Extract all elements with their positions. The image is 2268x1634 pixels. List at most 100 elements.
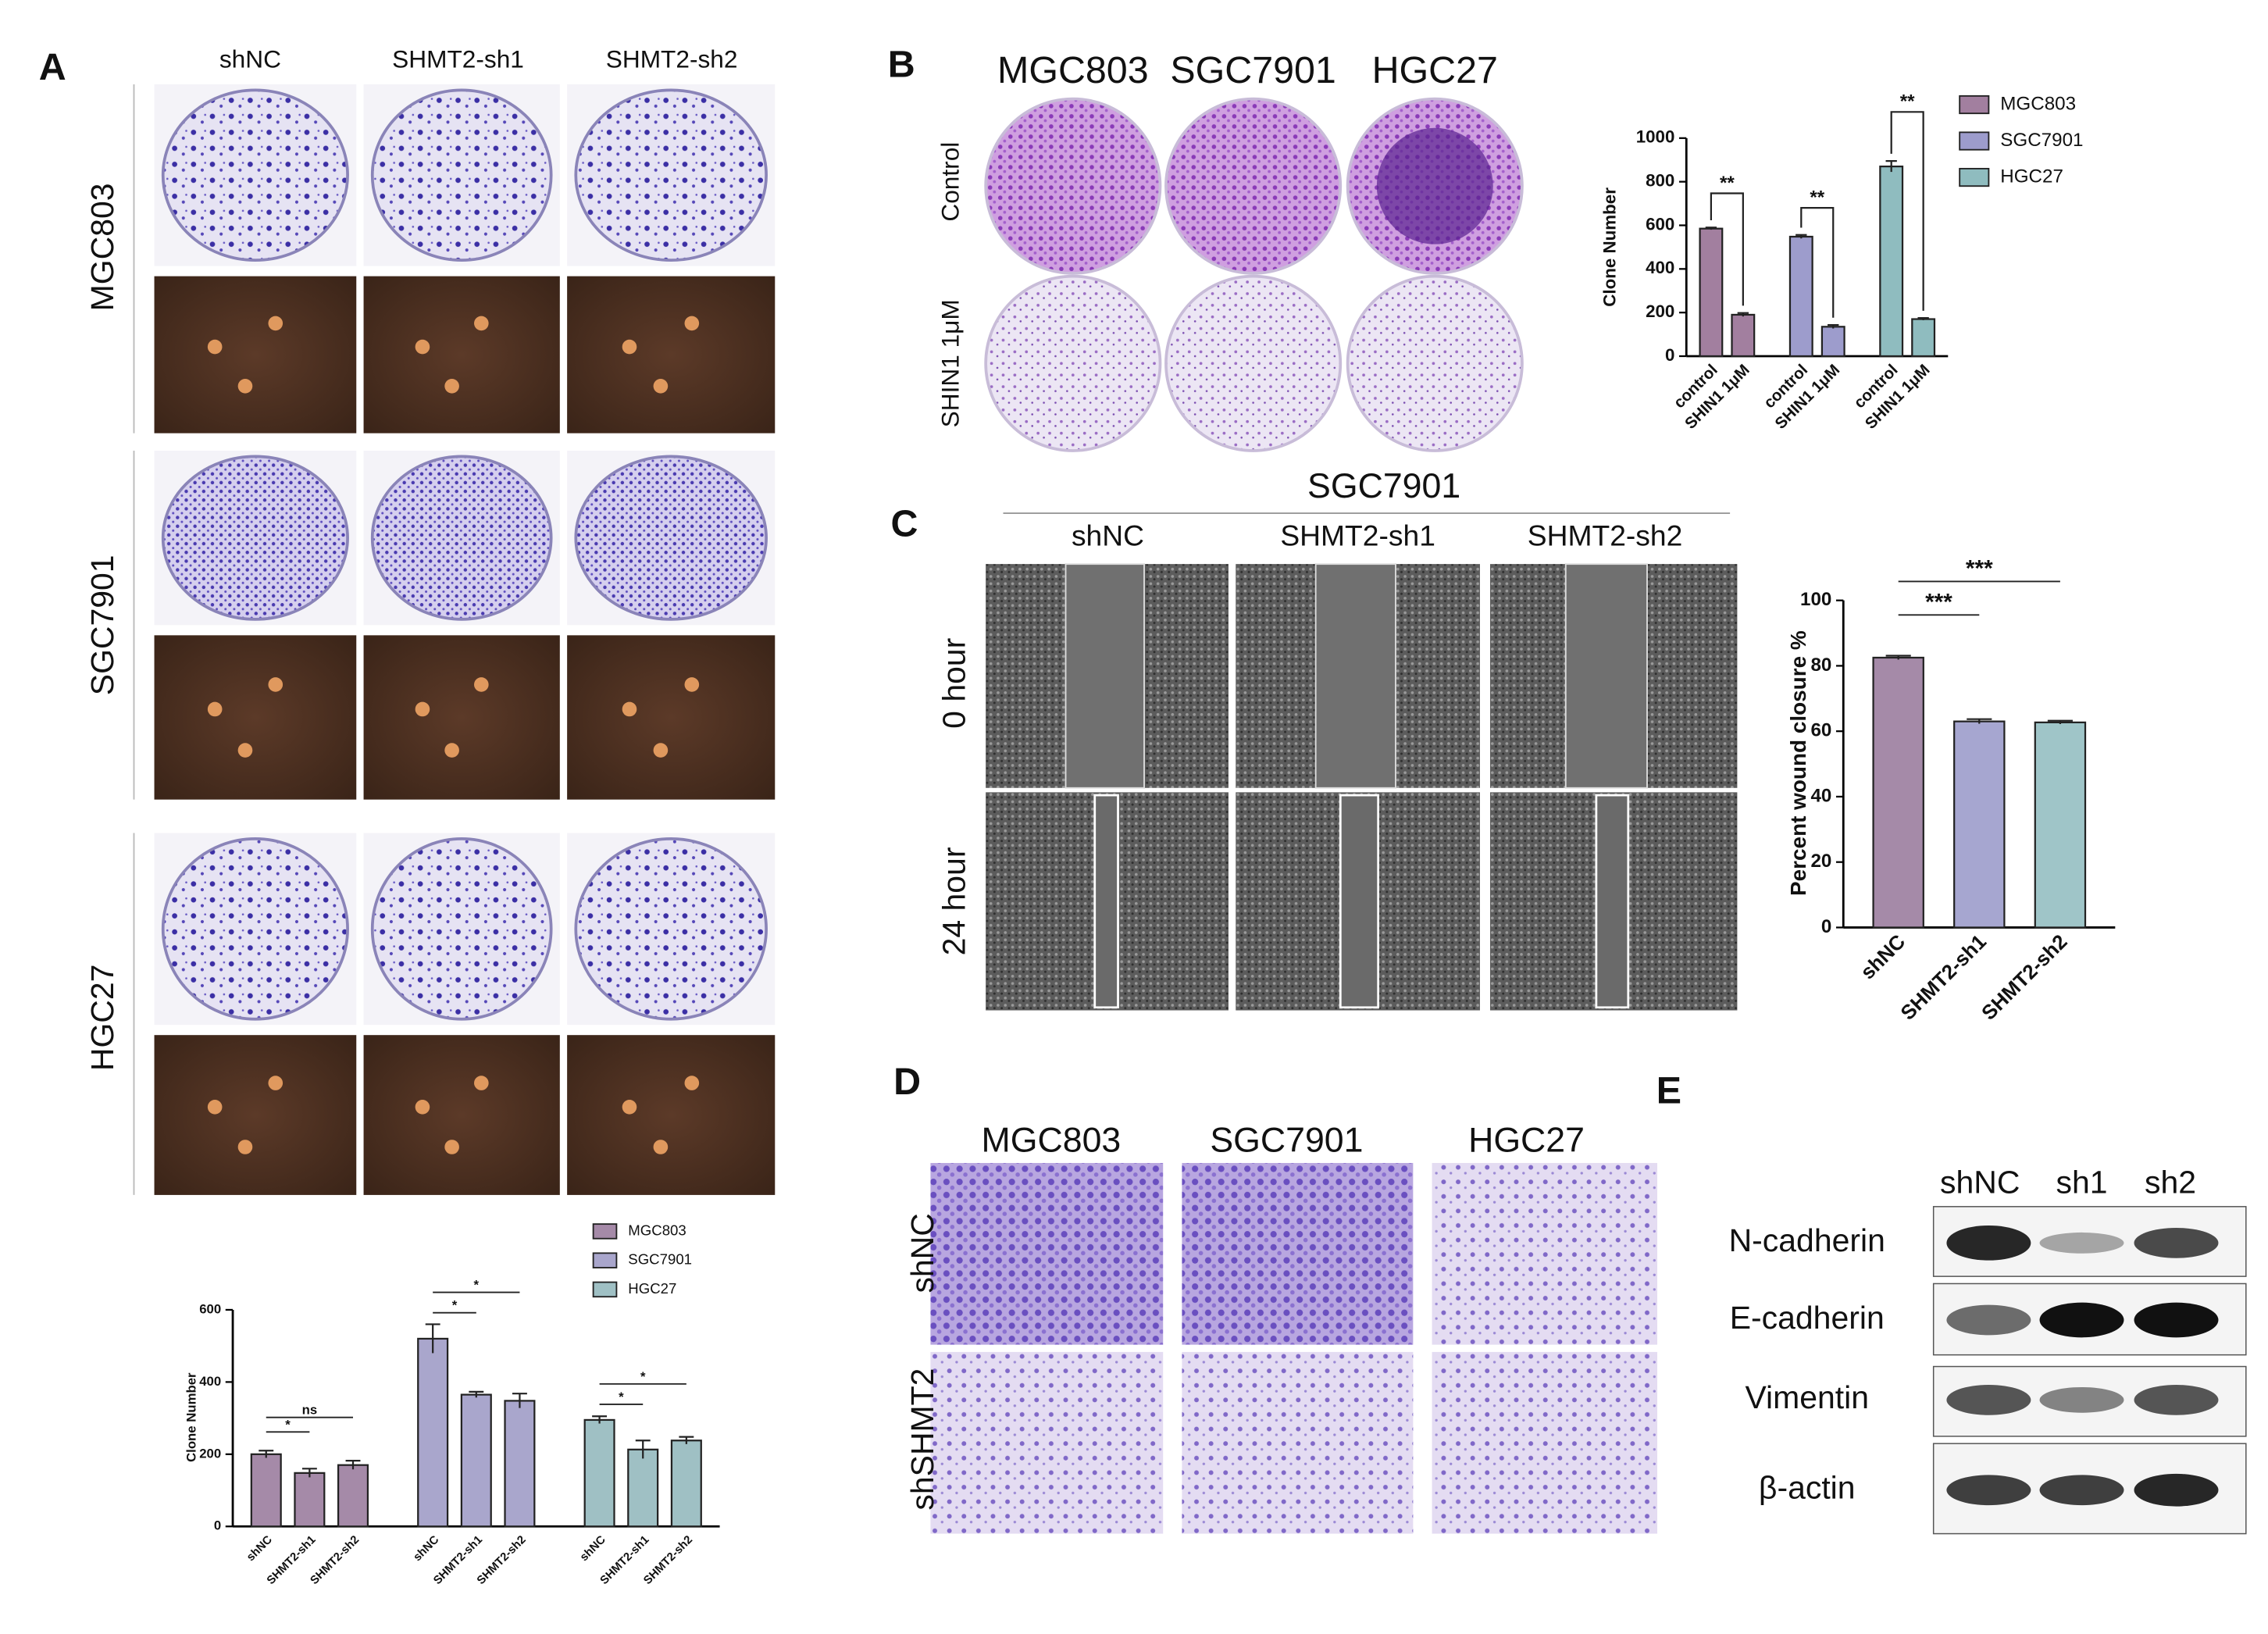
bar — [1879, 165, 1904, 358]
colony — [237, 379, 253, 394]
y-tick-label: 600 — [1646, 214, 1674, 234]
colony — [474, 316, 489, 331]
colony — [415, 701, 430, 717]
significance-label: * — [619, 1390, 624, 1404]
colony — [268, 1076, 284, 1090]
legend-swatch — [592, 1252, 618, 1268]
transwell-photo — [930, 1162, 1164, 1345]
dish — [161, 837, 349, 1021]
bar — [1820, 326, 1845, 358]
colony — [684, 316, 700, 331]
dish — [161, 455, 349, 621]
blot-band — [2039, 1386, 2124, 1413]
y-tick-label: 200 — [199, 1446, 221, 1461]
colony-photo — [363, 635, 560, 800]
legend-swatch — [592, 1281, 618, 1298]
colony-photo — [363, 1035, 560, 1195]
colony — [237, 1140, 253, 1154]
panel-label: D — [893, 1061, 921, 1103]
y-tick-label: 400 — [1646, 258, 1674, 277]
transwell-photo — [1182, 1162, 1414, 1345]
colony — [268, 677, 284, 692]
transwell-photo — [1432, 1351, 1658, 1534]
row-label: shNC — [904, 1213, 940, 1293]
colony-photo — [363, 276, 560, 433]
transwell-photo — [930, 1351, 1164, 1534]
row-label: shSHMT2 — [904, 1368, 940, 1511]
blot-band — [2134, 1384, 2219, 1415]
bar — [1699, 227, 1724, 358]
column-label: shNC — [1072, 519, 1144, 551]
column-label: SHMT2-sh1 — [1280, 519, 1435, 551]
row-label: 24 hour — [936, 847, 972, 956]
bar — [1911, 318, 1936, 358]
row-label: β-actin — [1759, 1470, 1856, 1506]
blot-band — [2039, 1302, 2124, 1338]
y-tick-label: 0 — [214, 1518, 221, 1533]
significance-label: ** — [1720, 173, 1735, 194]
row-label: 0 hour — [936, 638, 972, 729]
y-tick-label: 100 — [1800, 589, 1831, 610]
dense-stain — [1376, 127, 1493, 244]
y-tick-label: 40 — [1810, 785, 1831, 806]
row-label: E-cadherin — [1730, 1300, 1885, 1336]
significance-label: ** — [1900, 91, 1915, 112]
blot-band — [1946, 1304, 2031, 1336]
colony — [653, 743, 669, 758]
panel-label: C — [890, 503, 918, 545]
column-label: shNC — [219, 45, 281, 73]
colony — [444, 1140, 459, 1154]
y-tick-label: 20 — [1810, 851, 1831, 872]
colony — [684, 677, 700, 692]
colony — [653, 379, 669, 394]
colony — [622, 1100, 637, 1115]
blot-band — [2134, 1302, 2219, 1338]
significance-label: *** — [1966, 555, 1993, 581]
column-label: sh1 — [2056, 1165, 2108, 1201]
y-tick-label: 0 — [1665, 345, 1674, 365]
colony — [415, 339, 430, 355]
legend-label: SGC7901 — [2000, 130, 2083, 151]
legend-label: MGC803 — [628, 1222, 686, 1238]
blot-band — [1946, 1226, 2031, 1261]
bar — [250, 1453, 282, 1528]
wound-gap — [1314, 563, 1396, 789]
significance-label: *** — [1925, 589, 1952, 615]
panel-label: B — [888, 43, 915, 85]
significance-label: ** — [1810, 187, 1824, 208]
dish — [370, 455, 553, 621]
y-tick-label: 400 — [199, 1374, 221, 1389]
colony-photo — [567, 635, 776, 800]
blot-band — [2039, 1232, 2124, 1254]
colony-photo — [567, 276, 776, 433]
dish — [370, 837, 553, 1021]
bar — [504, 1400, 536, 1528]
y-tick-label: 1000 — [1636, 127, 1675, 147]
significance-label: * — [640, 1369, 646, 1384]
y-axis-label: Clone Number — [184, 1372, 198, 1462]
colony — [207, 701, 223, 717]
panel-label: E — [1656, 1069, 1681, 1111]
legend-label: HGC27 — [2000, 166, 2063, 187]
y-axis-label: Percent wound closure % — [1786, 630, 1810, 896]
wound-gap — [1595, 794, 1630, 1009]
colony — [207, 1100, 223, 1115]
y-tick-label: 600 — [199, 1301, 221, 1316]
y-tick-label: 80 — [1810, 655, 1831, 676]
bar — [417, 1337, 449, 1528]
colony-photo — [154, 1035, 357, 1195]
bar — [1953, 720, 2006, 929]
row-label: SHIN1 1μM — [936, 299, 965, 427]
panel-label: A — [39, 46, 66, 88]
legend-swatch — [1959, 167, 1990, 187]
dish — [161, 88, 349, 262]
y-tick-label: 800 — [1646, 171, 1674, 191]
bar — [670, 1440, 702, 1528]
colony — [653, 1140, 669, 1154]
bar — [1731, 313, 1756, 358]
dish — [984, 274, 1162, 452]
legend-label: MGC803 — [2000, 93, 2076, 114]
colony — [622, 339, 637, 355]
